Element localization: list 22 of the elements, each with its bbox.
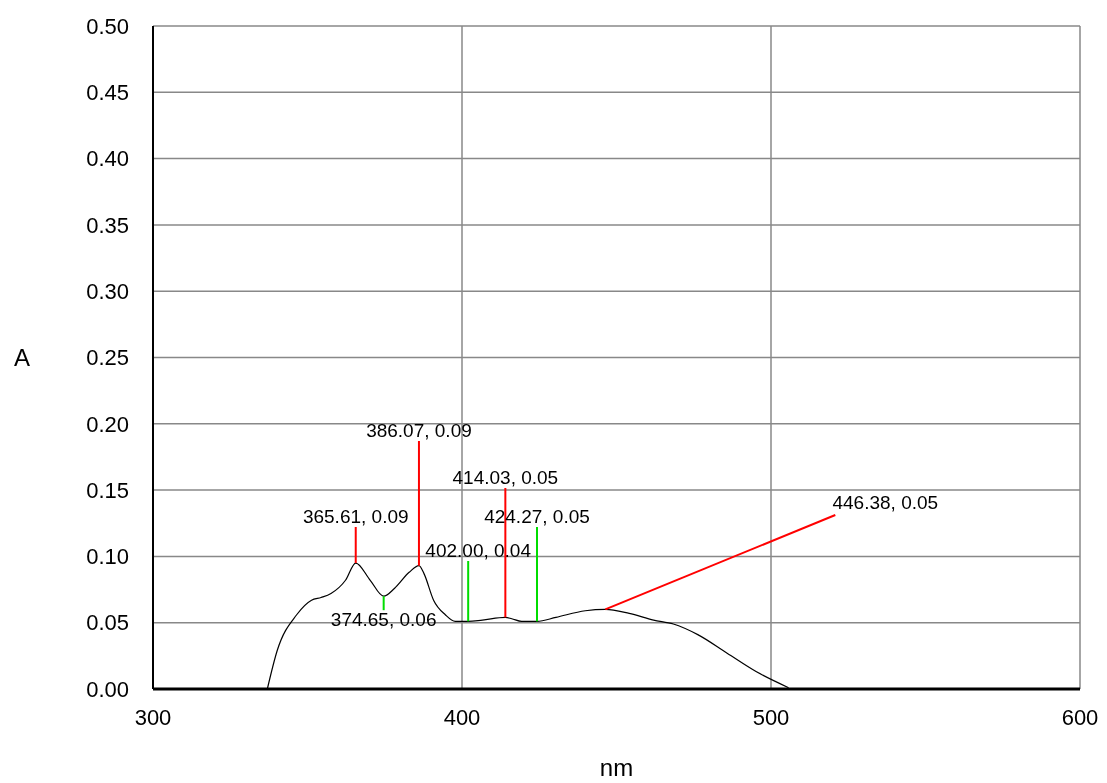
y-tick-label: 0.20: [86, 411, 129, 437]
y-tick-label: 0.10: [86, 544, 129, 570]
x-tick-label: 600: [1061, 705, 1099, 730]
annotation: 365.61, 0.09: [302, 506, 409, 527]
annotation: 414.03, 0.05: [452, 467, 559, 488]
y-tick-label: 0.30: [86, 278, 129, 304]
y-tick-label: 0.25: [86, 345, 129, 371]
y-tick-label: 0.50: [86, 13, 129, 39]
y-tick-label: 0.15: [86, 477, 129, 503]
y-tick-label: 0.35: [86, 212, 129, 238]
y-tick-label: 0.05: [86, 610, 129, 636]
annotation: 446.38, 0.05: [832, 492, 939, 513]
x-tick-label: 300: [134, 705, 172, 730]
annotation: 374.65, 0.06: [330, 609, 437, 631]
annotation: 386.07, 0.09: [366, 420, 472, 441]
x-tick-label: 500: [752, 705, 790, 730]
y-tick-label: 0.00: [86, 676, 129, 702]
x-tick-label: 400: [443, 705, 481, 730]
y-tick-label: 0.45: [86, 80, 129, 105]
y-tick-label: 0.40: [86, 146, 129, 172]
y-axis-title: A: [13, 343, 31, 371]
x-axis-title: nm: [599, 754, 634, 781]
